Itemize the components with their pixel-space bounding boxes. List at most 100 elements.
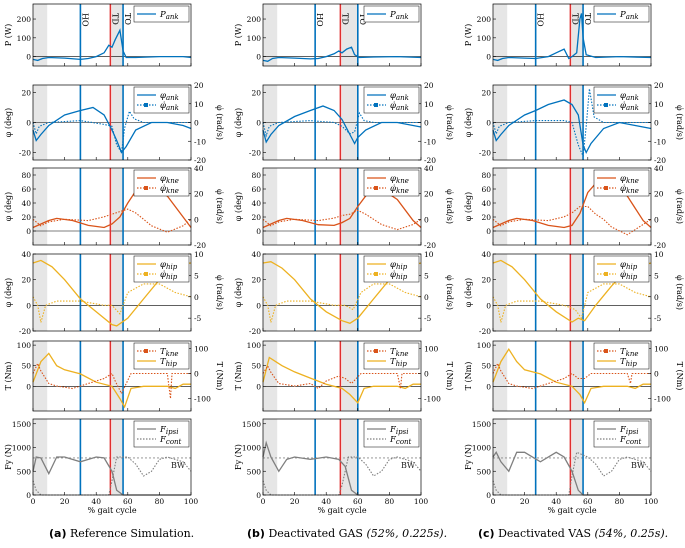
legend-entry: φank xyxy=(160,91,179,102)
caption-b-label: (b) xyxy=(247,527,265,540)
ytick2-label: 0 xyxy=(194,119,199,128)
ytick-label: 50 xyxy=(21,362,31,371)
series-force_ipsi xyxy=(32,456,191,496)
ylabel-right: T (Nm) xyxy=(675,362,684,391)
ytick-label: 20 xyxy=(251,276,261,285)
ytick-label: 0 xyxy=(256,119,261,128)
plot-frame xyxy=(492,418,652,496)
ytick-label: 0 xyxy=(486,53,491,62)
ytick-label: -20 xyxy=(19,327,31,336)
legend-entry: φhip xyxy=(620,260,638,271)
ytick2-label: 100 xyxy=(424,345,439,354)
ytick-label: 0 xyxy=(26,53,31,62)
shade-region xyxy=(112,168,124,245)
series-torque_hip xyxy=(262,356,421,404)
ytick2-label: 10 xyxy=(424,100,434,109)
legend-box xyxy=(593,86,650,114)
ytick2-label: 20 xyxy=(194,190,204,199)
legend-entry: φhip xyxy=(160,260,178,271)
ytick2-label: 10 xyxy=(654,100,664,109)
ytick2-label: 0 xyxy=(424,119,429,128)
legend-entry: φkne xyxy=(390,174,409,185)
legend: Pank xyxy=(133,5,190,23)
plot-frame xyxy=(32,253,192,332)
ytick2-label: -10 xyxy=(424,137,436,146)
legend-marker xyxy=(144,272,148,276)
legend-entry: φ̇hip xyxy=(620,270,638,281)
shade-region xyxy=(33,254,48,331)
shade-region xyxy=(493,419,508,495)
legend-entry: φ̇ank xyxy=(160,101,179,112)
series-hip_vel xyxy=(492,283,652,323)
legend-box xyxy=(133,342,190,370)
series-ankle_vel xyxy=(262,111,421,138)
shade-region xyxy=(263,254,278,331)
caption-c-italic: (54%, 0.25s). xyxy=(594,527,669,540)
legend-entry: Pank xyxy=(389,10,409,21)
ylabel-right: φ̇ (rad/s) xyxy=(215,105,224,140)
ylabel-right: φ̇ (rad/s) xyxy=(675,275,684,310)
ytick-label: 0 xyxy=(256,491,261,500)
ytick2-label: -20 xyxy=(194,241,206,250)
ytick-label: 0 xyxy=(256,382,261,391)
ytick-label: 80 xyxy=(481,171,491,180)
legend-marker xyxy=(604,349,608,353)
shade-region xyxy=(493,4,508,66)
series-torque_kne xyxy=(32,362,191,399)
ytick-label: 0 xyxy=(256,227,261,236)
legend-entry: φ̇hip xyxy=(390,270,408,281)
ytick-label: 0 xyxy=(486,301,491,310)
xtick-label: 80 xyxy=(155,497,165,506)
ytick-label: -20 xyxy=(479,327,491,336)
ytick-label: -20 xyxy=(249,327,261,336)
xtick-label: 0 xyxy=(261,497,266,506)
ytick2-label: -20 xyxy=(194,156,206,165)
legend-marker xyxy=(374,349,378,353)
ylabel-right: φ̇ (rad/s) xyxy=(675,189,684,224)
xtick-label: 60 xyxy=(123,497,133,506)
plot-frame xyxy=(32,340,192,412)
series-power xyxy=(262,46,422,62)
plot-frame xyxy=(492,340,652,412)
legend-entry: Fipsi xyxy=(389,425,408,436)
subplot-vas-knee: 0 20 40 60 80 -20 0 20 40 φ̇ (rad/s) φ (deg) φkneφ̇… xyxy=(464,164,684,250)
ylabel-left: φ (deg) xyxy=(234,278,243,307)
legend-box xyxy=(133,255,190,283)
plot-frame xyxy=(262,167,422,246)
shade-region xyxy=(263,419,278,495)
ytick2-label: 0 xyxy=(654,215,659,224)
ytick2-label: 40 xyxy=(194,164,204,173)
ytick2-label: 0 xyxy=(654,119,659,128)
legend-entry: Fcont xyxy=(389,435,412,446)
ytick2-label: -100 xyxy=(654,395,671,404)
shade-region xyxy=(112,341,124,411)
series-torque_kne xyxy=(262,364,421,390)
plot-frame xyxy=(262,418,422,496)
shade-region xyxy=(263,341,278,411)
bw-label: BW xyxy=(401,461,416,470)
legend-entry: φ̇ank xyxy=(620,101,639,112)
caption-c: (c) Deactivated VAS (54%, 0.25s). xyxy=(478,527,668,540)
shade-region xyxy=(112,254,124,331)
ylabel-left: φ (deg) xyxy=(4,278,13,307)
legend-box xyxy=(593,255,650,283)
legend-entry: Tkne xyxy=(390,347,409,358)
ytick2-label: 0 xyxy=(424,215,429,224)
caption-a: (a) Reference Simulation. xyxy=(49,527,194,540)
subplot-reference-power: HO TO TD 0 100 200 P (W) Pank xyxy=(4,3,192,67)
ytick-label: 50 xyxy=(251,362,261,371)
legend-entry: Fipsi xyxy=(159,425,178,436)
series-ankle_angle xyxy=(492,99,652,155)
ytick-label: -20 xyxy=(249,149,261,158)
xtick-label: 60 xyxy=(583,497,593,506)
